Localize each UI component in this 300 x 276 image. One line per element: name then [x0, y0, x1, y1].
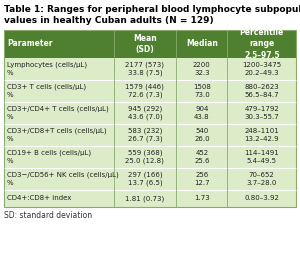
Bar: [4, 146, 296, 168]
Text: values in healthy Cuban adults (N = 129): values in healthy Cuban adults (N = 129): [4, 16, 214, 25]
Text: 880–2623
56.5–84.7: 880–2623 56.5–84.7: [244, 84, 279, 98]
Text: 256
12.7: 256 12.7: [194, 172, 210, 186]
Text: 1.81 (0.73): 1.81 (0.73): [125, 195, 164, 202]
Text: 559 (368)
25.0 (12.8): 559 (368) 25.0 (12.8): [125, 150, 164, 164]
Text: Table 1: Ranges for peripheral blood lymphocyte subpopulation: Table 1: Ranges for peripheral blood lym…: [4, 5, 300, 14]
Text: Lymphocytes (cells/μL)
%: Lymphocytes (cells/μL) %: [7, 62, 87, 76]
Text: CD3−/CD56+ NK cells (cells/μL)
%: CD3−/CD56+ NK cells (cells/μL) %: [7, 172, 119, 186]
Text: 70–652
3.7–28.0: 70–652 3.7–28.0: [247, 172, 277, 186]
Bar: [4, 168, 296, 190]
Bar: [4, 30, 296, 58]
Text: 0.80–3.92: 0.80–3.92: [244, 195, 279, 201]
Text: 583 (232)
26.7 (7.3): 583 (232) 26.7 (7.3): [128, 128, 162, 142]
Bar: [4, 58, 296, 80]
Text: 1508
73.0: 1508 73.0: [193, 84, 211, 98]
Text: 2200
32.3: 2200 32.3: [193, 62, 211, 76]
Text: 945 (292)
43.6 (7.0): 945 (292) 43.6 (7.0): [128, 106, 162, 120]
Text: 297 (166)
13.7 (6.5): 297 (166) 13.7 (6.5): [128, 172, 162, 186]
Text: Mean
(SD): Mean (SD): [133, 34, 157, 54]
Text: 904
43.8: 904 43.8: [194, 106, 210, 120]
Text: 1200–3475
20.2–49.3: 1200–3475 20.2–49.3: [242, 62, 281, 76]
Bar: [4, 124, 296, 146]
Text: CD3+ T cells (cells/μL)
%: CD3+ T cells (cells/μL) %: [7, 84, 86, 98]
Bar: [4, 80, 296, 102]
Text: CD4+:CD8+ index: CD4+:CD8+ index: [7, 195, 71, 201]
Text: 479–1792
30.3–55.7: 479–1792 30.3–55.7: [244, 106, 279, 120]
Text: 2177 (573)
33.8 (7.5): 2177 (573) 33.8 (7.5): [125, 62, 164, 76]
Text: Parameter: Parameter: [7, 39, 52, 49]
Text: 540
26.0: 540 26.0: [194, 128, 210, 142]
Text: Median: Median: [186, 39, 218, 49]
Text: CD3+/CD4+ T cells (cells/μL)
%: CD3+/CD4+ T cells (cells/μL) %: [7, 106, 109, 120]
Text: 114–1491
5.4–49.5: 114–1491 5.4–49.5: [244, 150, 279, 164]
Text: SD: standard deviation: SD: standard deviation: [4, 211, 92, 220]
Text: Percentile
range
2.5–97.5: Percentile range 2.5–97.5: [240, 28, 284, 60]
Bar: [4, 102, 296, 124]
Text: 1.73: 1.73: [194, 195, 210, 201]
Text: CD3+/CD8+T cells (cells/μL)
%: CD3+/CD8+T cells (cells/μL) %: [7, 128, 106, 142]
Bar: [4, 190, 296, 207]
Bar: [4, 30, 296, 207]
Text: 452
25.6: 452 25.6: [194, 150, 210, 164]
Text: CD19+ B cells (cells/μL)
%: CD19+ B cells (cells/μL) %: [7, 150, 91, 164]
Text: 248–1101
13.2–42.9: 248–1101 13.2–42.9: [244, 128, 279, 142]
Text: 1579 (446)
72.6 (7.3): 1579 (446) 72.6 (7.3): [125, 84, 164, 98]
